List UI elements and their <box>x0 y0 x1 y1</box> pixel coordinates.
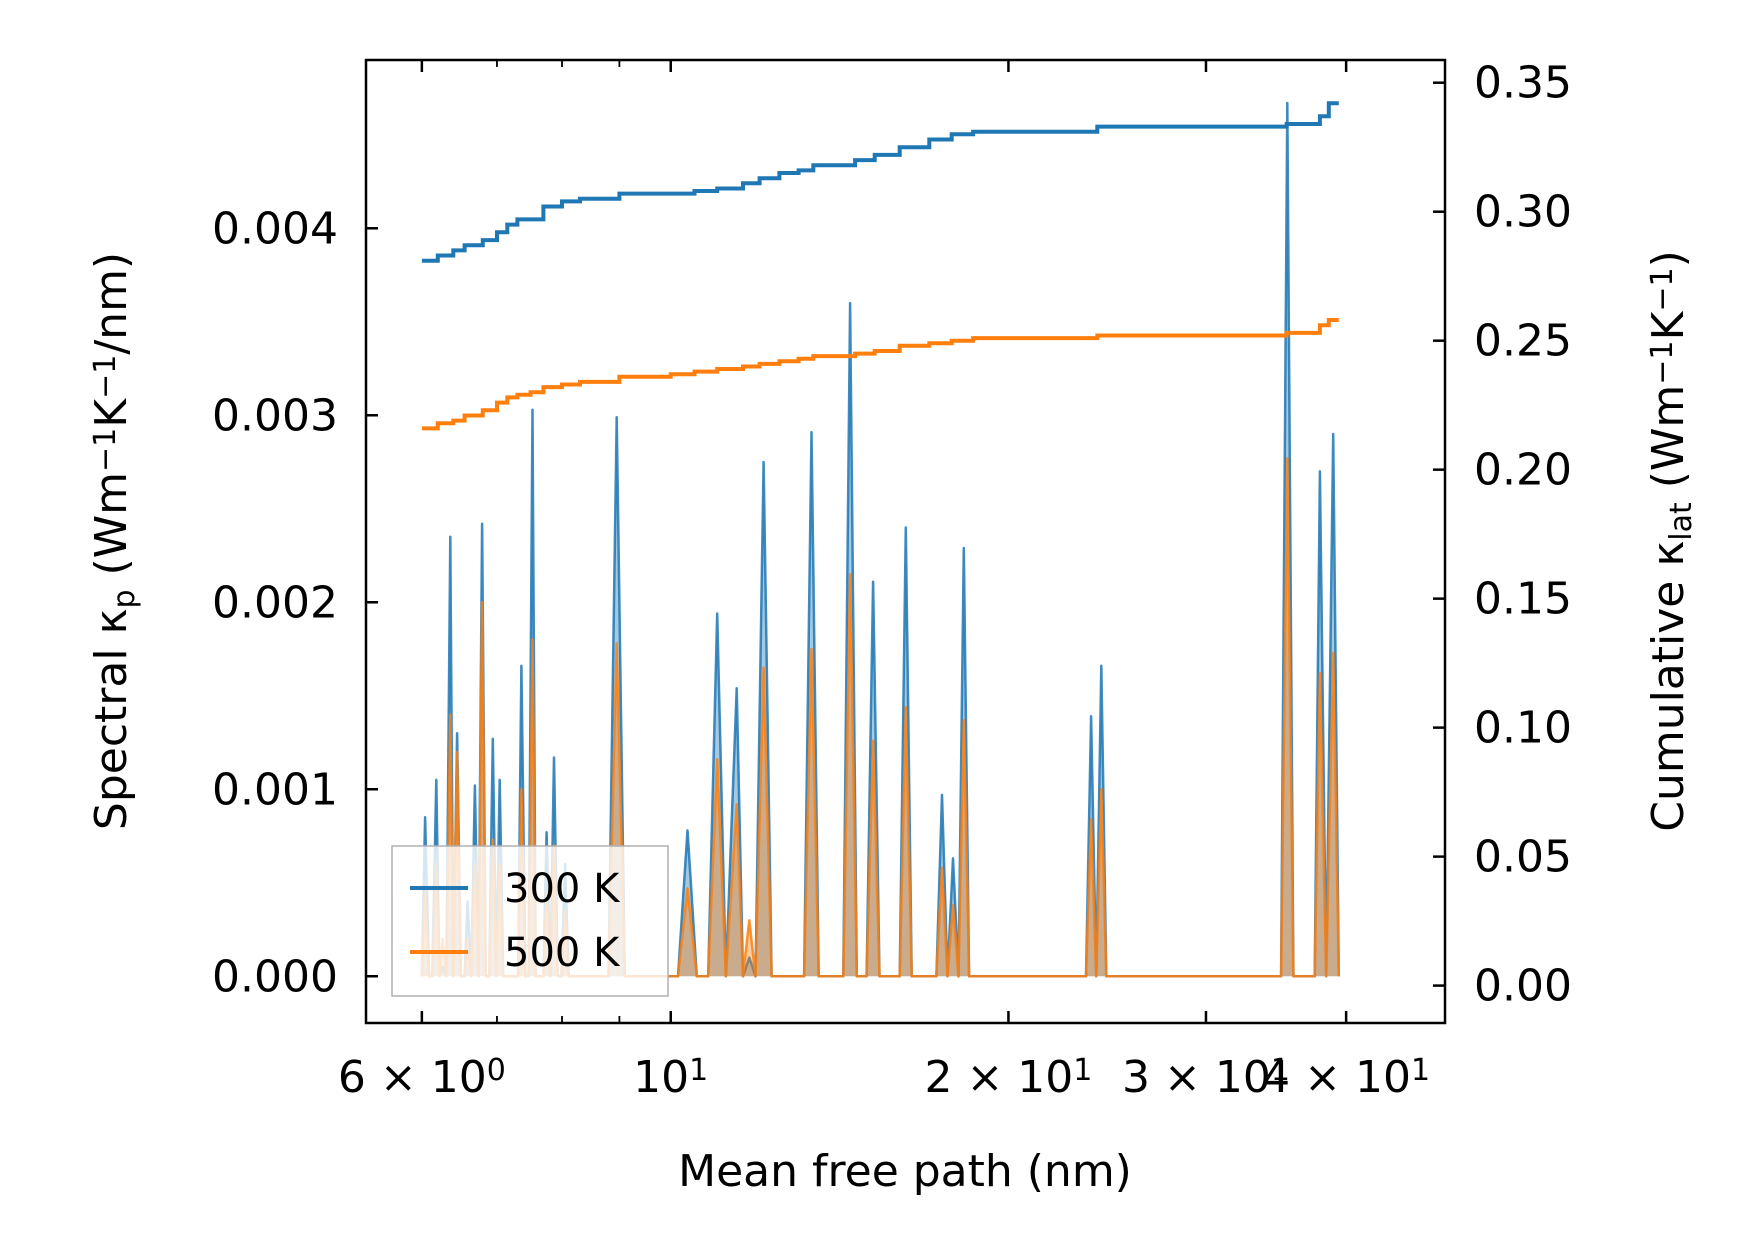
y-right-label-sup2: −1 <box>1645 267 1680 311</box>
y-left-tick-label-4: 0.004 <box>212 203 338 254</box>
y-right-tick-label-6: 0.30 <box>1474 187 1572 238</box>
y-left-tick-label-2: 0.002 <box>212 577 338 628</box>
y-left-label-main: Spectral κ <box>86 609 137 831</box>
y-left-label-mid: K <box>86 398 137 428</box>
x-tick-label-2: 2 × 101 <box>924 1052 1092 1103</box>
y-left-label-unit-post: /nm) <box>86 252 137 355</box>
y-left-label-sub: p <box>107 589 142 608</box>
cumulative-line-500k <box>421 318 1339 431</box>
y-right-tick-label-7: 0.35 <box>1474 58 1572 109</box>
y-right-tick-label-0: 0.00 <box>1474 961 1572 1012</box>
plot-frame <box>364 58 1447 1025</box>
y-right-label-unit-pre: (Wm <box>1643 385 1694 503</box>
legend-box <box>391 845 669 997</box>
y-left-tick-label-0: 0.000 <box>212 951 338 1002</box>
y-left-label-sup1: −1 <box>88 428 123 472</box>
y-right-label-sub: lat <box>1664 502 1699 541</box>
legend: 300 K 500 K <box>391 845 669 997</box>
y-axis-left-label: Spectral κp (Wm−1K−1/nm) <box>86 252 142 830</box>
y-right-label-main: Cumulative κ <box>1643 541 1694 832</box>
x-tick-label-3: 3 × 101 <box>1122 1052 1290 1103</box>
y-right-tick-label-5: 0.25 <box>1474 316 1572 367</box>
legend-label-300k: 300 K <box>504 866 621 912</box>
y-right-label-mid: K <box>1643 310 1694 340</box>
y-right-tick-label-1: 0.05 <box>1474 832 1572 883</box>
y-right-tick-label-3: 0.15 <box>1474 574 1572 625</box>
y-axis-right-label: Cumulative κlat (Wm−1K−1) <box>1643 250 1699 832</box>
y-right-tick-label-2: 0.10 <box>1474 703 1572 754</box>
legend-label-500k: 500 K <box>504 930 621 976</box>
y-left-tick-label-1: 0.001 <box>212 764 338 815</box>
y-left-label-sup2: −1 <box>88 355 123 399</box>
y-right-tick-label-4: 0.20 <box>1474 445 1572 496</box>
x-tick-label-1: 101 <box>633 1052 708 1103</box>
cumulative-line-300k <box>421 101 1339 263</box>
x-axis-label: Mean free path (nm) <box>678 1146 1132 1197</box>
y-right-label-unit-post: ) <box>1643 250 1694 267</box>
x-tick-label-0: 6 × 100 <box>338 1052 506 1103</box>
y-left-tick-label-3: 0.003 <box>212 390 338 441</box>
x-tick-label-4: 4 × 101 <box>1262 1052 1430 1103</box>
y-right-label-sup1: −1 <box>1645 340 1680 384</box>
y-left-label-unit-pre: (Wm <box>86 472 137 590</box>
